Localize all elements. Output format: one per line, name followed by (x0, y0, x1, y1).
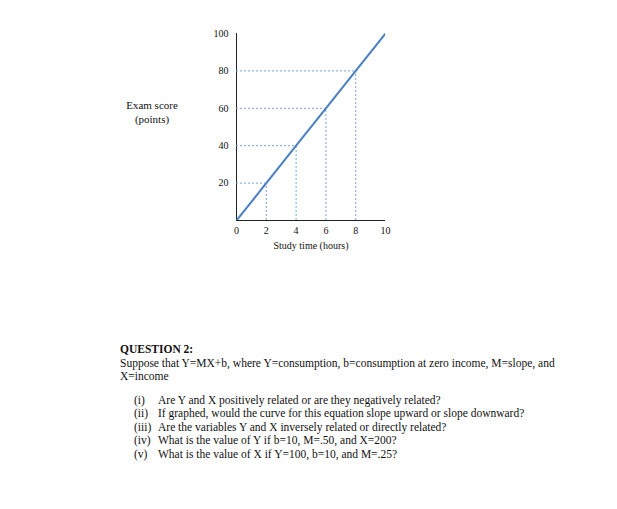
svg-text:8: 8 (353, 225, 358, 236)
html-text:What is the value of Y if b=10: What is the value of Y if b=10, M=.50, a… (158, 434, 397, 446)
html-text:(v): (v) (134, 447, 148, 460)
svg-text:40: 40 (219, 140, 229, 151)
svg-text:20: 20 (219, 177, 229, 188)
svg-text:2: 2 (264, 225, 269, 236)
html-text:Are the variables Y and X inve: Are the variables Y and X inversely rela… (158, 420, 447, 433)
svg-text:10: 10 (381, 225, 391, 236)
svg-text:80: 80 (219, 65, 229, 76)
svg-text:100: 100 (214, 28, 229, 39)
html-text:(i): (i) (134, 393, 145, 406)
html-text:What is the value of X if Y=10: What is the value of X if Y=100, b=10, a… (158, 447, 398, 460)
html-text:If graphed, would the curve fo: If graphed, would the curve for this equ… (158, 407, 525, 419)
html-text:Are Y and X positively related: Are Y and X positively related or are th… (158, 393, 441, 406)
html-text:Exam score (points): Exam score (points) (126, 99, 178, 125)
html-text:QUESTION 2:: QUESTION 2: (120, 343, 194, 355)
svg-text:6: 6 (323, 225, 328, 236)
html-text:(iv): (iv) (134, 434, 151, 446)
html-text:Suppose that Y=MX+b, where Y=c: Suppose that Y=MX+b, where Y=consumption… (120, 356, 555, 382)
html-text:(ii): (ii) (134, 407, 149, 419)
svg-text:0: 0 (234, 225, 239, 236)
svg-text:Study time (hours): Study time (hours) (274, 240, 349, 252)
svg-text:60: 60 (219, 103, 229, 114)
svg-text:4: 4 (294, 225, 299, 236)
html-text:(iii): (iii) (134, 420, 152, 433)
